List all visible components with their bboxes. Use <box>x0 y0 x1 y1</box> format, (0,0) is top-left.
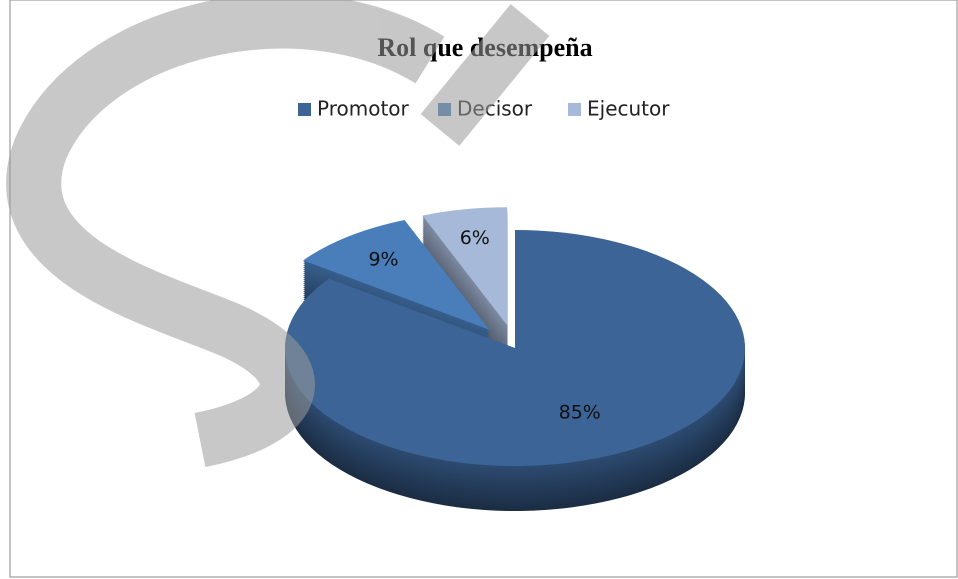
legend-label: Ejecutor <box>587 97 670 121</box>
watermark-stroke <box>420 4 550 146</box>
legend-label: Promotor <box>317 97 410 121</box>
data-label: 6% <box>460 227 490 249</box>
data-label: 9% <box>368 248 398 270</box>
legend-swatch <box>298 103 311 116</box>
data-label: 85% <box>559 402 601 424</box>
slice <box>422 207 508 326</box>
watermark-s <box>6 0 445 467</box>
pie: 85% 9% 6% <box>284 207 745 511</box>
legend: Promotor Decisor Ejecutor <box>298 97 670 121</box>
slice <box>303 220 490 330</box>
slice <box>284 230 745 466</box>
watermark <box>6 0 550 467</box>
legend-swatch <box>568 103 581 116</box>
chart-frame <box>9 0 958 578</box>
